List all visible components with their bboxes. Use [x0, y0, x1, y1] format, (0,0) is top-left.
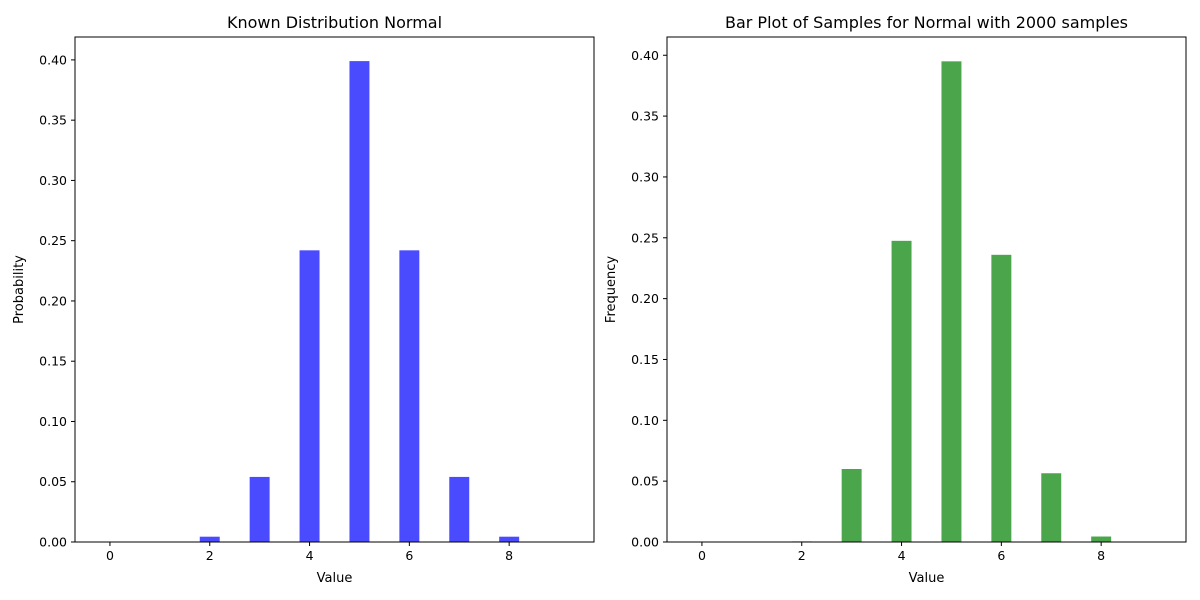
chart-title: Bar Plot of Samples for Normal with 2000…: [725, 13, 1128, 32]
y-tick-label: 0.10: [631, 413, 659, 428]
y-tick-label: 0.40: [39, 52, 67, 67]
y-tick-label: 0.30: [631, 169, 659, 184]
y-tick-label: 0.20: [39, 293, 67, 308]
x-ticks: 0 2 4 6 8: [698, 542, 1105, 563]
plot-frame: [74, 36, 595, 543]
chart-known-distribution: Known Distribution Normal Value Probabil…: [12, 13, 595, 586]
bar-3: [841, 468, 862, 542]
y-tick-label: 0.35: [39, 113, 67, 128]
x-axis-label: Value: [909, 571, 945, 586]
plot-frame: [666, 36, 1187, 543]
bar-4: [299, 250, 320, 543]
bar-7: [449, 476, 470, 542]
x-tick-label: 4: [898, 548, 906, 563]
bar-5: [349, 61, 370, 542]
x-tick-label: 2: [798, 548, 806, 563]
chart-title: Known Distribution Normal: [227, 13, 442, 32]
bar-6: [991, 254, 1012, 542]
x-tick-label: 8: [1097, 548, 1105, 563]
y-axis-label: Probability: [12, 255, 27, 324]
bar-4: [891, 240, 912, 542]
bars: [199, 61, 520, 543]
y-tick-label: 0.20: [631, 291, 659, 306]
bar-6: [399, 250, 420, 543]
x-axis-label: Value: [317, 571, 353, 586]
bars: [791, 61, 1112, 543]
y-tick-label: 0.00: [39, 535, 67, 550]
x-tick-label: 0: [106, 548, 114, 563]
x-ticks: 0 2 4 6 8: [106, 542, 513, 563]
x-tick-label: 8: [505, 548, 513, 563]
x-tick-label: 0: [698, 548, 706, 563]
bar-8: [499, 536, 520, 542]
y-tick-label: 0.05: [631, 474, 659, 489]
y-tick-label: 0.00: [631, 535, 659, 550]
y-ticks: 0.00 0.05 0.10 0.15 0.20 0.25 0.30 0.35 0.40: [39, 52, 75, 550]
y-tick-label: 0.40: [631, 48, 659, 63]
x-tick-label: 4: [306, 548, 314, 563]
y-tick-label: 0.15: [39, 354, 67, 369]
bar-8: [1091, 536, 1112, 542]
y-ticks: 0.00 0.05 0.10 0.15 0.20 0.25 0.30 0.35 0.40: [631, 48, 667, 550]
x-tick-label: 6: [405, 548, 413, 563]
bar-5: [941, 61, 962, 543]
y-tick-label: 0.15: [631, 352, 659, 367]
y-axis-label: Frequency: [604, 256, 619, 323]
y-tick-label: 0.25: [631, 230, 659, 245]
y-tick-label: 0.05: [39, 474, 67, 489]
y-tick-label: 0.10: [39, 414, 67, 429]
x-tick-label: 6: [997, 548, 1005, 563]
chart-sample-bar-plot: Bar Plot of Samples for Normal with 2000…: [604, 13, 1187, 586]
y-tick-label: 0.25: [39, 233, 67, 248]
bar-7: [1041, 473, 1062, 542]
x-tick-label: 2: [206, 548, 214, 563]
bar-3: [249, 476, 270, 542]
bar-2: [199, 536, 220, 542]
y-tick-label: 0.30: [39, 173, 67, 188]
y-tick-label: 0.35: [631, 109, 659, 124]
